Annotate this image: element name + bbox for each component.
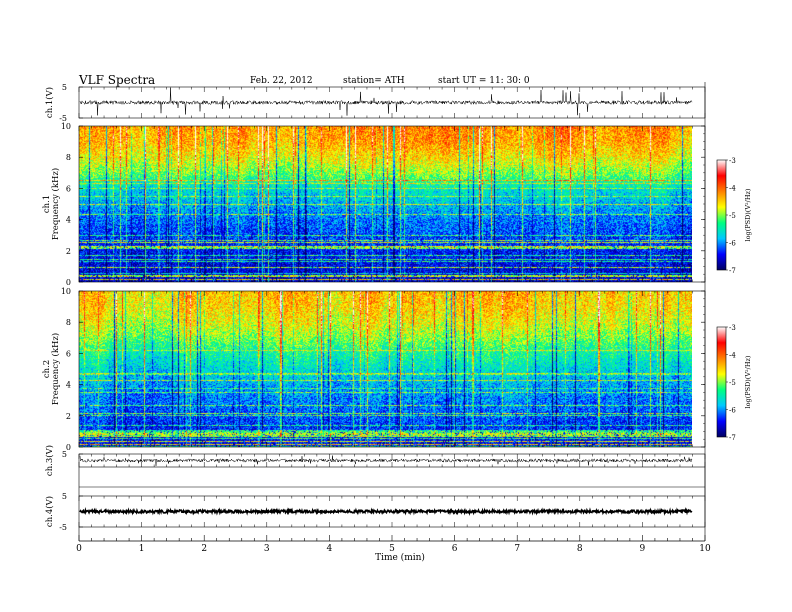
ch1-spectrogram-colorbar-tick--3: -3: [729, 157, 736, 165]
ch2-spectrogram-colorbar: [716, 326, 727, 438]
ch2-spectrogram-colorbar-tick--6: -6: [729, 407, 736, 415]
ch2-spectrogram-ytick-10: 10: [61, 287, 71, 296]
ch2-spectrogram-colorbar-tick--7: -7: [729, 434, 736, 442]
ch2-spectrogram-ytick-8: 8: [66, 318, 71, 327]
ch1-waveform-trace: [79, 87, 693, 116]
ch2-spectrogram-ylabel: Frequency (kHz): [50, 333, 61, 405]
ch1-waveform-ytick-5: 5: [62, 83, 67, 92]
start-time-label: start UT = 11: 30: 0: [438, 76, 530, 86]
x-tick-label-6: 6: [452, 544, 458, 554]
x-tick-label-1: 1: [139, 544, 145, 554]
x-axis-title: Time (min): [375, 552, 425, 563]
ch1-spectrogram-colorbar-tick--4: -4: [729, 185, 736, 193]
ch4-waveform-trace: [79, 507, 693, 517]
ch1-spectrogram-channel-label: ch.1: [42, 195, 52, 213]
ch1-waveform-ytick--5: -5: [59, 114, 67, 123]
ch1-spectrogram-image: [79, 126, 692, 282]
ch2-spectrogram-colorbar-tick--5: -5: [729, 379, 736, 387]
ch4-waveform-ytick-5: 5: [62, 492, 67, 501]
ch1-spectrogram-colorbar-tick--6: -6: [729, 240, 736, 248]
ch3-waveform-ylabel: ch.3(V): [44, 445, 55, 476]
ch1-spectrogram-ytick-8: 8: [66, 153, 71, 162]
ch4-waveform-ylabel: ch.4(V): [44, 496, 55, 527]
ch2-spectrogram-ytick-0: 0: [66, 443, 71, 452]
ch1-spectrogram-ytick-0: 0: [66, 278, 71, 287]
ch2-spectrogram-ytick-2: 2: [66, 412, 71, 421]
ch1-spectrogram-colorbar: [716, 159, 727, 271]
x-tick-label-4: 4: [327, 544, 333, 554]
ch1-spectrogram-colorbar-tick--7: -7: [729, 267, 736, 275]
x-tick-label-8: 8: [577, 544, 583, 554]
x-tick-label-2: 2: [201, 544, 207, 554]
x-tick-label-9: 9: [640, 544, 646, 554]
ch1-spectrogram-ytick-10: 10: [61, 122, 71, 131]
x-tick-label-3: 3: [264, 544, 270, 554]
ch3-waveform-ytick-5: 5: [62, 450, 67, 459]
ch2-spectrogram-image: [79, 291, 692, 447]
x-tick-label-5: 5: [389, 544, 395, 554]
ch1-spectrogram-ytick-4: 4: [66, 216, 71, 225]
ch1-spectrogram-ylabel: Frequency (kHz): [50, 168, 61, 240]
x-tick-label-0: 0: [76, 544, 82, 554]
ch1-spectrogram-ytick-2: 2: [66, 247, 71, 256]
ch1-spectrogram-colorbar-label: log(PSD)(V²/Hz): [744, 188, 752, 241]
ch1-spectrogram-colorbar-tick--5: -5: [729, 212, 736, 220]
ch2-spectrogram-colorbar-label: log(PSD)(V²/Hz): [744, 355, 752, 408]
ch4-waveform-ytick--5: -5: [59, 523, 67, 532]
station-label: station= ATH: [343, 76, 405, 86]
ch1-spectrogram-ytick-6: 6: [66, 184, 71, 193]
plot-title: VLF Spectra: [79, 73, 156, 87]
ch2-spectrogram-ytick-4: 4: [66, 381, 71, 390]
ch2-spectrogram-colorbar-tick--4: -4: [729, 352, 736, 360]
ch2-spectrogram-colorbar-tick--3: -3: [729, 324, 736, 332]
ch2-spectrogram-channel-label: ch.2: [42, 360, 52, 378]
ch3-waveform-trace: [79, 455, 693, 466]
x-tick-label-7: 7: [514, 544, 520, 554]
x-tick-label-10: 10: [699, 544, 711, 554]
ch2-spectrogram-ytick-6: 6: [66, 349, 71, 358]
date-label: Feb. 22, 2012: [250, 76, 313, 86]
ch1-waveform-ylabel: ch.1(V): [44, 87, 55, 118]
